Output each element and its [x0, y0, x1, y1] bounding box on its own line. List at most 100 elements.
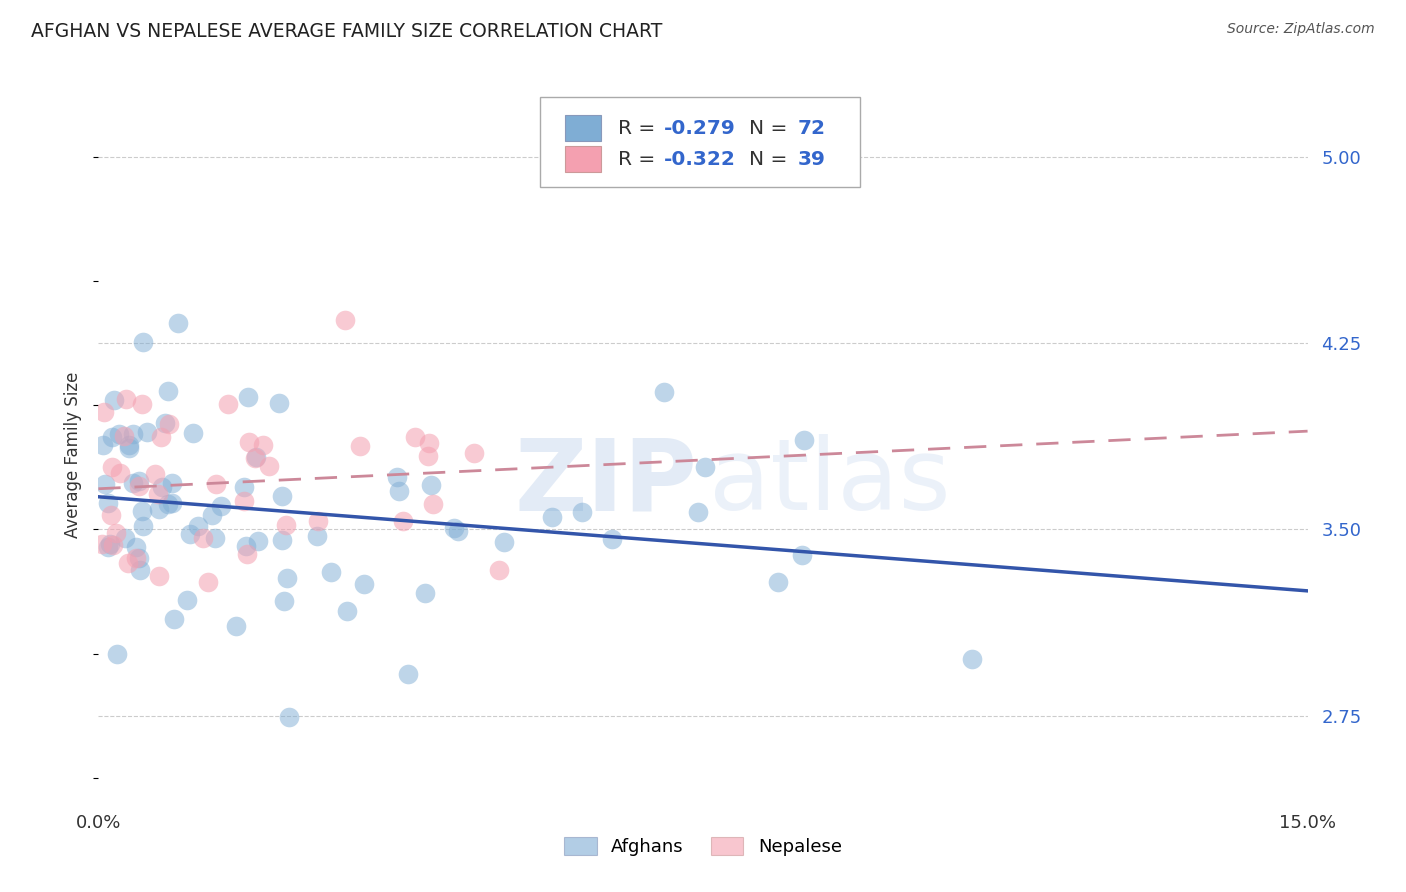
Point: [157, 417, 180, 432]
Point: [97, 540, 120, 554]
Point: [112, 429, 135, 443]
Point: [121, 476, 143, 491]
Point: [166, 316, 188, 330]
Point: [271, 533, 294, 547]
Point: [693, 459, 716, 474]
Point: [101, 459, 124, 474]
Point: [128, 479, 150, 493]
Point: [205, 476, 228, 491]
Point: [101, 538, 124, 552]
Point: [118, 438, 141, 452]
Point: [157, 497, 180, 511]
Point: [153, 416, 176, 430]
Point: [204, 531, 226, 545]
Point: [176, 593, 198, 607]
Point: [156, 384, 179, 398]
Point: [276, 518, 298, 533]
Point: [150, 480, 173, 494]
Point: [201, 508, 224, 523]
Text: atlas: atlas: [709, 434, 950, 532]
Point: [385, 470, 408, 484]
Point: [271, 490, 294, 504]
Point: [128, 474, 150, 488]
Point: [232, 494, 254, 508]
Point: [100, 537, 122, 551]
Point: [246, 534, 269, 549]
Point: [148, 502, 170, 516]
Point: [276, 571, 298, 585]
Point: [149, 430, 172, 444]
Point: [652, 384, 675, 399]
Text: N =: N =: [749, 119, 794, 137]
Point: [148, 568, 170, 582]
Point: [217, 397, 239, 411]
Point: [420, 477, 443, 491]
Point: [191, 532, 214, 546]
Point: [135, 425, 157, 440]
Point: [388, 484, 411, 499]
Point: [396, 667, 419, 681]
Text: 39: 39: [797, 150, 825, 169]
Point: [269, 396, 291, 410]
Point: [94, 477, 117, 491]
Point: [93, 405, 115, 419]
Point: [232, 480, 254, 494]
Point: [422, 498, 444, 512]
Point: [108, 426, 131, 441]
Point: [278, 709, 301, 723]
Text: AFGHAN VS NEPALESE AVERAGE FAMILY SIZE CORRELATION CHART: AFGHAN VS NEPALESE AVERAGE FAMILY SIZE C…: [31, 22, 662, 41]
Point: [413, 586, 436, 600]
Point: [100, 508, 122, 523]
Point: [91, 438, 114, 452]
Text: 72: 72: [797, 119, 825, 137]
FancyBboxPatch shape: [565, 115, 602, 141]
Point: [128, 551, 150, 566]
Point: [686, 506, 709, 520]
Point: [307, 529, 329, 543]
Point: [148, 486, 170, 500]
Point: [245, 450, 267, 465]
Point: [181, 425, 204, 440]
Point: [91, 537, 114, 551]
Point: [447, 524, 470, 538]
Point: [132, 334, 155, 349]
FancyBboxPatch shape: [540, 96, 860, 187]
Point: [128, 563, 150, 577]
Point: [418, 435, 440, 450]
Point: [236, 547, 259, 561]
Point: [160, 475, 183, 490]
Text: N =: N =: [749, 150, 794, 169]
Point: [179, 527, 201, 541]
Point: [307, 514, 329, 528]
Text: R =: R =: [619, 150, 662, 169]
Point: [108, 466, 131, 480]
Point: [353, 577, 375, 591]
Point: [115, 392, 138, 407]
Point: [335, 604, 357, 618]
Point: [97, 495, 120, 509]
Point: [197, 574, 219, 589]
Text: ZIP: ZIP: [515, 434, 697, 532]
Point: [492, 534, 515, 549]
Point: [404, 430, 426, 444]
Point: [252, 438, 274, 452]
Point: [160, 496, 183, 510]
Point: [571, 505, 593, 519]
Point: [766, 575, 789, 590]
Point: [392, 514, 415, 528]
Point: [792, 549, 814, 563]
Point: [131, 397, 153, 411]
Point: [600, 532, 623, 546]
Point: [238, 390, 260, 404]
Point: [105, 647, 128, 661]
Point: [118, 441, 141, 455]
Point: [209, 499, 232, 513]
Point: [101, 430, 124, 444]
Point: [121, 426, 143, 441]
Point: [143, 467, 166, 481]
Point: [349, 439, 371, 453]
Y-axis label: Average Family Size: Average Family Size: [65, 372, 83, 538]
Point: [114, 531, 136, 545]
Point: [132, 518, 155, 533]
Point: [960, 652, 983, 666]
